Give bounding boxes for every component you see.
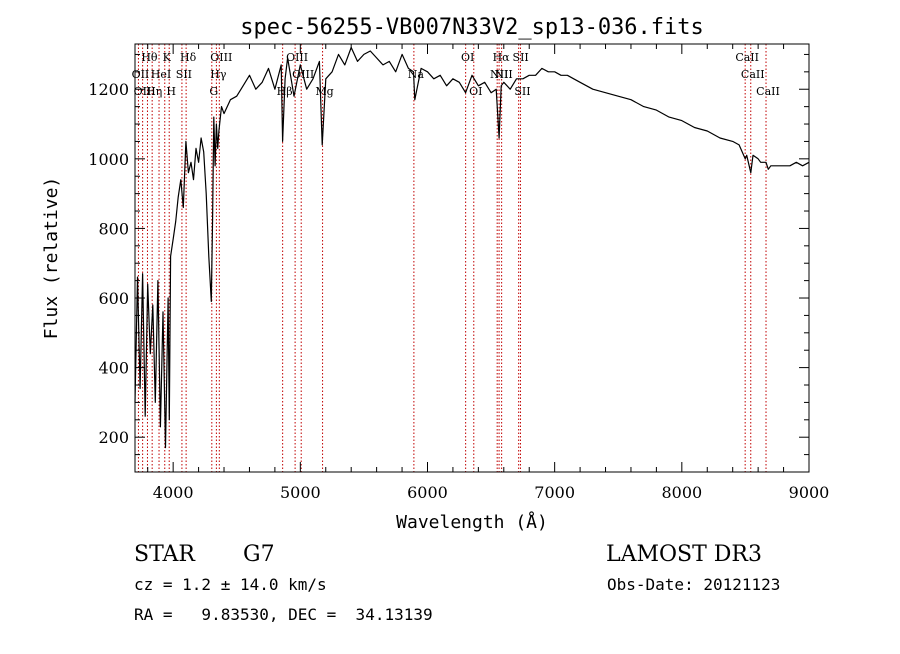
object-class: STAR (134, 542, 196, 567)
line-marker-label: SII (514, 85, 530, 98)
y-tick-label: 1200 (88, 80, 129, 99)
line-marker-label: H (166, 85, 176, 98)
line-marker-label: Hα (493, 51, 511, 64)
y-tick-label: 600 (98, 289, 129, 308)
line-marker-label: OIII (292, 68, 314, 81)
x-tick-label: 5000 (280, 483, 321, 502)
line-marker-label: NII (490, 68, 508, 81)
line-marker-label: Na (408, 68, 425, 81)
line-marker-label: SII (176, 68, 192, 81)
line-marker-label: SII (513, 51, 529, 64)
line-marker-label: Hδ (180, 51, 197, 64)
line-marker-label: Hγ (210, 68, 227, 81)
series-flux-group (134, 46, 810, 449)
line-marker-label: G (209, 85, 218, 98)
line-marker-label: HeI (151, 68, 171, 81)
x-tick-label: 7000 (534, 483, 575, 502)
line-marker-label: Hθ (141, 51, 158, 64)
coordinates-text: RA = 9.83530, DEC = 34.13139 (134, 605, 433, 624)
x-axis-label: Wavelength (Å) (396, 511, 548, 533)
y-tick-label: 1000 (88, 150, 129, 169)
series-flux (134, 46, 810, 449)
line-marker-label: Hβ (277, 85, 293, 98)
line-marker-label: OIII (286, 51, 308, 64)
line-marker-label: OI (469, 85, 482, 98)
x-tick-label: 6000 (407, 483, 448, 502)
line-marker-label: K (163, 51, 172, 64)
line-marker-label: OII (132, 68, 150, 81)
survey-name: LAMOST DR3 (606, 542, 762, 567)
line-marker-label: CaII (741, 68, 765, 81)
line-marker-label: NII (494, 68, 512, 81)
redshift-text: cz = 1.2 ± 14.0 km/s (134, 575, 327, 594)
line-marker-label: OIII (134, 85, 156, 98)
y-tick-label: 200 (98, 428, 129, 447)
chart-title: spec-56255-VB007N33V2_sp13-036.fits (240, 15, 704, 40)
y-axis-label: Flux (relative) (41, 177, 62, 340)
x-tick-label: 8000 (661, 483, 702, 502)
line-marker-label: CaII (735, 51, 759, 64)
y-tick-label: 400 (98, 359, 129, 378)
line-marker-label: Mg (315, 85, 333, 98)
x-tick-label: 9000 (789, 483, 830, 502)
axis-ticks: 4000 5000 6000 7000 8000 9000 200 400 600 800 1000… (88, 44, 829, 502)
line-marker-label: CaII (756, 85, 780, 98)
line-marker-label: OIII (210, 51, 232, 64)
obs-date-text: Obs-Date: 20121123 (607, 575, 780, 594)
x-tick-label: 4000 (153, 483, 194, 502)
line-marker-label: OI (461, 51, 474, 64)
y-tick-label: 800 (98, 219, 129, 238)
object-subclass: G7 (243, 542, 275, 567)
line-marker-label: Hη (146, 85, 162, 98)
plot-frame (134, 43, 810, 473)
